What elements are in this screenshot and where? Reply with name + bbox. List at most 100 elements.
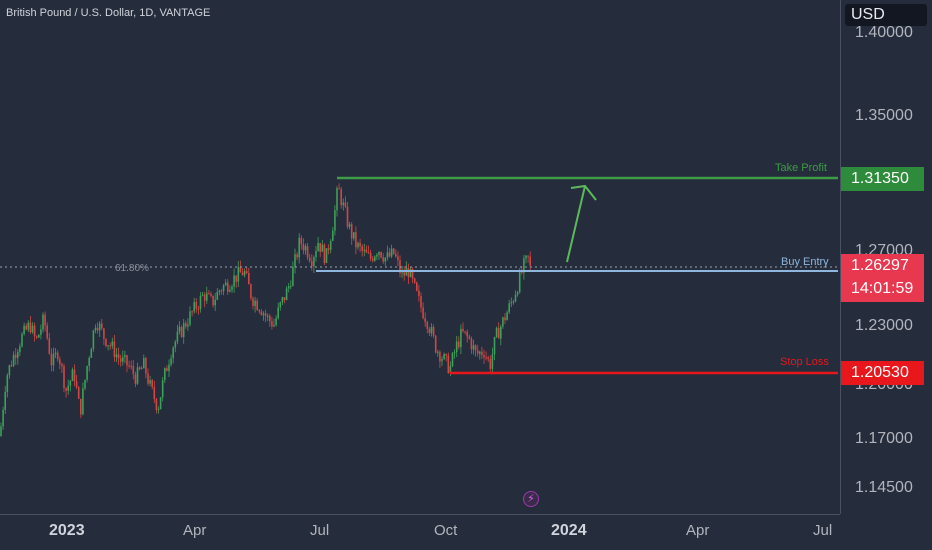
candle-body	[334, 210, 336, 231]
candle-body	[6, 375, 9, 393]
candle-body	[222, 285, 225, 291]
candle-body	[472, 345, 475, 350]
price-tick: 1.14500	[855, 479, 913, 496]
candle-body	[455, 341, 458, 353]
price-scale[interactable]	[840, 0, 932, 514]
candle-body	[256, 300, 258, 311]
candle-body	[199, 295, 202, 309]
price-chart[interactable]: 61.80%	[0, 0, 840, 514]
candle-body	[212, 295, 214, 306]
candle-body	[277, 307, 279, 319]
candle-body	[176, 331, 179, 342]
candle-body	[418, 290, 420, 297]
candle-body	[134, 374, 137, 384]
time-tick: Oct	[434, 522, 458, 539]
candle-body	[510, 302, 513, 304]
candle-body	[485, 357, 487, 359]
candle-body	[105, 338, 107, 347]
candle-body	[392, 248, 395, 254]
candle-body	[348, 224, 351, 227]
candle-body	[29, 322, 32, 333]
candle-body	[434, 335, 437, 353]
candle-body	[94, 327, 97, 331]
candle-body	[296, 254, 298, 258]
symbol-title[interactable]: British Pound / U.S. Dollar, 1D, VANTAGE	[6, 7, 211, 19]
candle-body	[476, 350, 479, 354]
candle-body	[508, 303, 510, 313]
candle-body	[269, 315, 271, 322]
target-arrow[interactable]	[566, 184, 597, 263]
candle-body	[369, 252, 372, 259]
candle-body	[353, 232, 355, 239]
candle-body	[424, 318, 426, 323]
candle-body	[73, 369, 76, 382]
candle-body	[453, 352, 456, 354]
candle-body	[378, 252, 380, 255]
candle-body	[75, 381, 78, 388]
last-price-tag: 1.26297 14:01:59	[841, 254, 924, 302]
candle-body	[124, 355, 126, 358]
candle-body	[361, 246, 363, 251]
candle-body	[42, 314, 44, 330]
candle-body	[71, 369, 74, 381]
candle-body	[495, 327, 498, 337]
candle-body	[241, 272, 244, 276]
candle-body	[77, 387, 80, 399]
time-tick: 2024	[551, 522, 587, 539]
candle-body	[19, 346, 21, 353]
candle-body	[470, 338, 473, 350]
candle-body	[159, 397, 162, 410]
candle-body	[143, 358, 145, 369]
candle-body	[430, 327, 433, 333]
currency-button[interactable]: USD	[845, 4, 927, 26]
candle-body	[426, 322, 429, 329]
candle-body	[63, 366, 65, 389]
time-tick: Jul	[813, 522, 833, 539]
candle-body	[193, 302, 195, 312]
candle-body	[231, 286, 233, 290]
candle-body	[336, 188, 338, 211]
candle-body	[229, 289, 231, 292]
lightning-icon[interactable]: ⚡	[523, 491, 539, 507]
candle-body	[56, 352, 59, 360]
candle-body	[164, 368, 166, 381]
time-tick: Jul	[310, 522, 330, 539]
candle-body	[38, 334, 40, 338]
candle-body	[355, 232, 357, 248]
candle-body	[420, 296, 422, 308]
candle-body	[182, 323, 185, 337]
candle-body	[290, 285, 292, 287]
candle-body	[243, 271, 246, 276]
candle-body	[224, 282, 227, 286]
candle-body	[101, 323, 103, 329]
candle-body	[0, 426, 2, 437]
candle-body	[140, 368, 143, 370]
candle-body	[117, 354, 120, 359]
time-scale[interactable]	[0, 514, 840, 550]
candle-body	[374, 256, 376, 261]
candle-body	[275, 318, 277, 325]
candle-body	[437, 351, 439, 353]
candle-body	[136, 367, 139, 384]
candle-body	[122, 357, 124, 362]
candle-body	[191, 311, 193, 313]
candle-body	[33, 325, 36, 337]
candle-body	[283, 297, 286, 301]
candle-body	[155, 399, 158, 411]
candle-body	[287, 286, 290, 289]
chart-area[interactable]: 61.80%	[0, 0, 840, 514]
candle-body	[350, 224, 353, 239]
candle-body	[12, 354, 15, 366]
candle-body	[233, 275, 235, 287]
candle-body	[458, 341, 460, 348]
candle-body	[514, 294, 517, 302]
candle-body	[69, 380, 72, 386]
fib-label: 61.80%	[115, 263, 149, 274]
candle-body	[518, 271, 521, 293]
candle-body	[466, 331, 468, 337]
candle-body	[84, 379, 86, 389]
price-tick: 1.35000	[855, 107, 913, 124]
candle-body	[380, 252, 382, 258]
candle-body	[271, 321, 273, 327]
candle-body	[523, 258, 525, 273]
